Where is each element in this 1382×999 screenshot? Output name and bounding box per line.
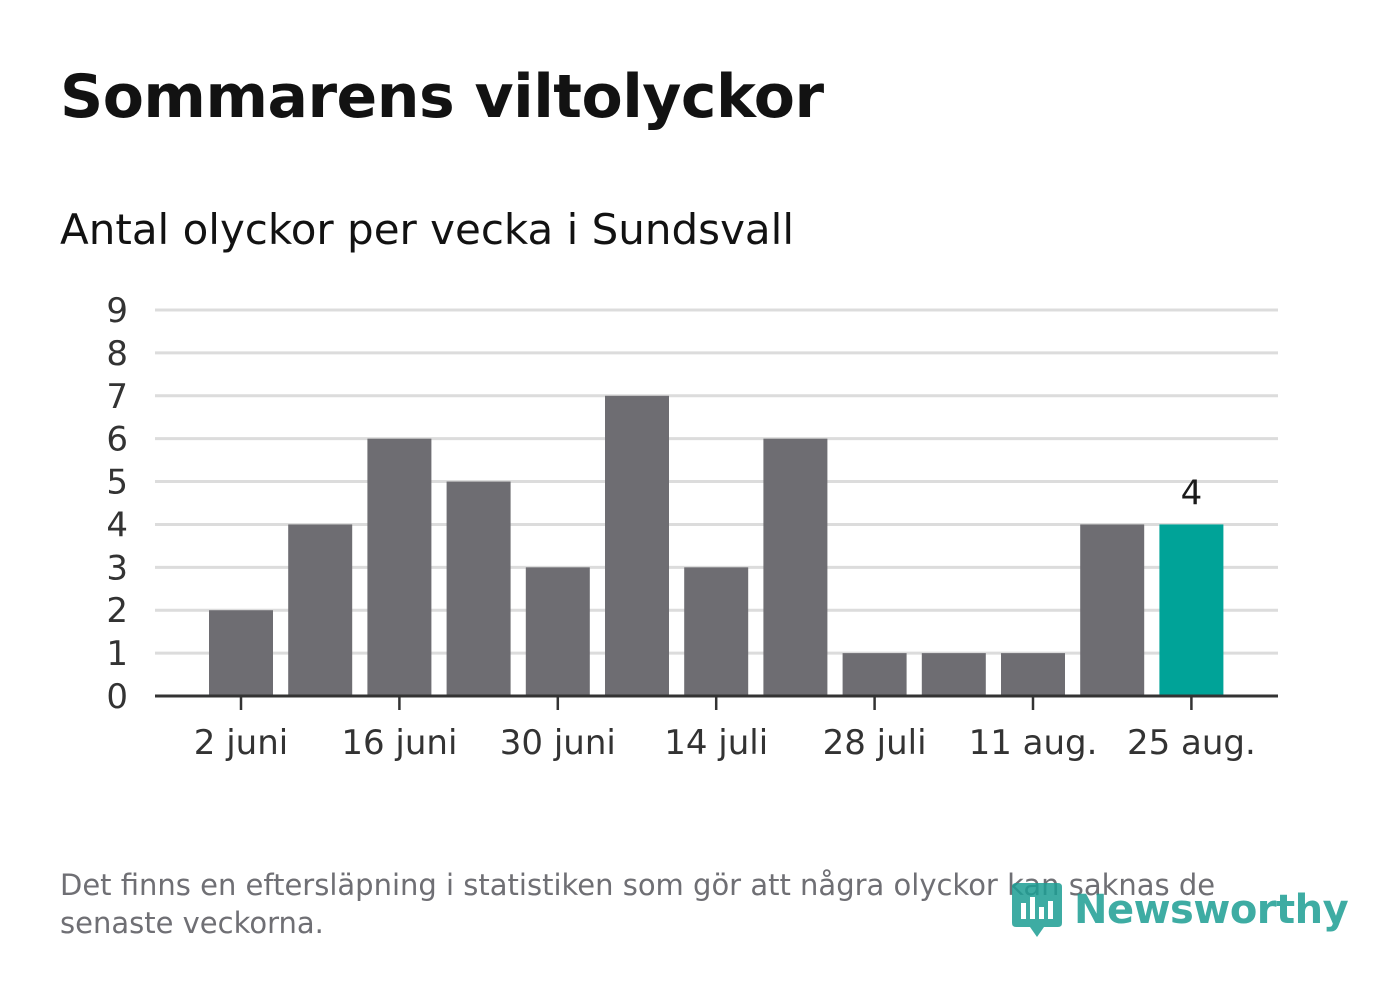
- bar: [1001, 653, 1065, 696]
- data-label: 4: [1181, 473, 1203, 513]
- chart-subtitle: Antal olyckor per vecka i Sundsvall: [60, 205, 794, 254]
- x-tick-label: 30 juni: [500, 723, 616, 763]
- x-tick-label: 16 juni: [341, 723, 457, 763]
- bar: [763, 438, 828, 696]
- y-tick-label: 9: [106, 291, 128, 331]
- y-tick-label: 7: [106, 377, 128, 417]
- bar: [842, 653, 907, 696]
- y-tick-label: 0: [106, 677, 128, 717]
- bar: [525, 567, 590, 696]
- y-tick-label: 2: [106, 591, 128, 631]
- bar: [209, 610, 273, 696]
- y-tick-label: 4: [106, 505, 128, 545]
- x-tick-label: 14 juli: [664, 723, 768, 763]
- bar: [446, 481, 511, 696]
- bar: [288, 524, 353, 696]
- x-tick-label: 25 aug.: [1127, 723, 1256, 763]
- bar: [921, 653, 986, 696]
- chart-title: Sommarens viltolyckor: [60, 62, 824, 132]
- y-tick-label: 1: [106, 634, 128, 674]
- bar: [1080, 524, 1145, 696]
- bar: [605, 395, 669, 696]
- y-tick-label: 5: [106, 463, 128, 503]
- y-tick-label: 8: [106, 334, 128, 374]
- brand-logo: Newsworthy: [1010, 878, 1349, 942]
- x-tick-label: 2 juni: [194, 723, 288, 763]
- bar: [367, 438, 432, 696]
- bar-highlighted: [1159, 524, 1224, 696]
- brand-name: Newsworthy: [1074, 887, 1349, 933]
- x-tick-label: 11 aug.: [969, 723, 1098, 763]
- bar: [684, 567, 749, 696]
- y-tick-label: 6: [106, 420, 128, 460]
- x-tick-label: 28 juli: [823, 723, 927, 763]
- y-tick-label: 3: [106, 548, 128, 588]
- newsworthy-logo-icon: [1012, 883, 1062, 937]
